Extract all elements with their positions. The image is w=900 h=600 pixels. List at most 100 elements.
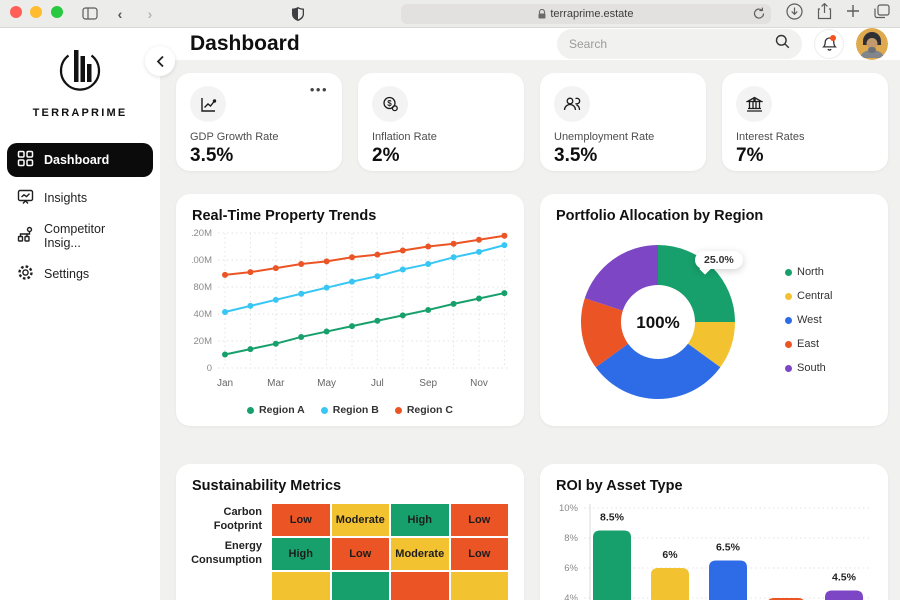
heatmap-cell[interactable] (331, 572, 389, 600)
search-icon[interactable] (775, 34, 790, 54)
sidebar-toggle-icon[interactable] (79, 4, 101, 24)
legend-item[interactable]: South (785, 362, 832, 374)
privacy-shield-icon[interactable] (287, 4, 309, 24)
donut-slice-west[interactable] (595, 343, 721, 399)
data-point[interactable] (272, 340, 279, 347)
browser-back-icon[interactable]: ‹ (117, 5, 123, 22)
legend-label: West (797, 314, 822, 326)
sidebar-item-settings[interactable]: Settings (7, 257, 153, 291)
user-avatar[interactable] (856, 28, 888, 60)
data-point[interactable] (247, 302, 254, 309)
data-point[interactable] (399, 266, 406, 273)
data-point[interactable] (501, 290, 508, 297)
donut-slice-north[interactable] (658, 245, 735, 322)
close-window-button[interactable] (10, 5, 22, 18)
data-point[interactable] (476, 295, 482, 302)
data-point[interactable] (323, 328, 330, 335)
data-point[interactable] (399, 312, 406, 319)
grid-icon (17, 150, 34, 170)
heatmap-cell[interactable]: Moderate (391, 538, 449, 570)
data-point[interactable] (501, 242, 508, 249)
data-point[interactable] (399, 247, 406, 254)
heatmap-cell[interactable]: High (391, 504, 449, 536)
back-button[interactable] (145, 46, 175, 76)
address-bar[interactable]: terraprime.estate (400, 3, 771, 25)
browser-chrome: ‹ › terraprime.estate (0, 0, 900, 28)
legend-dot (785, 316, 792, 324)
data-point[interactable] (298, 290, 305, 297)
donut-slice-east[interactable] (581, 298, 629, 368)
data-point[interactable] (450, 240, 457, 247)
sidebar-item-competitor-insights[interactable]: Competitor Insig... (7, 219, 153, 253)
data-point[interactable] (450, 300, 457, 307)
data-point[interactable] (425, 243, 432, 250)
data-point[interactable] (450, 254, 457, 261)
new-tab-icon[interactable] (846, 4, 860, 23)
heatmap-cell[interactable]: Low (450, 538, 508, 570)
heatmap-cell[interactable] (272, 572, 330, 600)
data-point[interactable] (222, 351, 228, 358)
legend-item[interactable]: East (785, 338, 832, 350)
bar[interactable] (825, 590, 863, 600)
heatmap-cell[interactable]: Moderate (331, 504, 389, 536)
sidebar-item-dashboard[interactable]: Dashboard (7, 143, 153, 177)
data-point[interactable] (374, 251, 381, 258)
tab-overview-icon[interactable] (874, 3, 890, 24)
data-point[interactable] (298, 333, 305, 340)
data-point[interactable] (349, 254, 355, 261)
data-point[interactable] (425, 306, 432, 313)
donut-slice-south[interactable] (584, 245, 658, 311)
data-point[interactable] (298, 261, 305, 268)
heatmap-cell[interactable]: Low (272, 504, 330, 536)
browser-forward-icon[interactable]: › (147, 5, 153, 22)
share-icon[interactable] (817, 2, 832, 25)
stat-value: 2% (372, 145, 400, 166)
legend-label: Region B (332, 404, 379, 416)
legend-item[interactable]: Region B (320, 404, 379, 416)
heatmap-cell[interactable]: Low (331, 538, 389, 570)
donut-slice-central[interactable] (687, 322, 735, 368)
card-menu-button[interactable]: ••• (309, 82, 328, 97)
data-point[interactable] (349, 278, 355, 285)
legend-item[interactable]: Central (785, 290, 832, 302)
downloads-icon[interactable] (786, 2, 803, 25)
lock-icon (538, 8, 546, 18)
heatmap-cell[interactable]: High (272, 538, 330, 570)
legend-item[interactable]: Region C (394, 404, 453, 416)
data-point[interactable] (272, 296, 279, 303)
data-point[interactable] (222, 271, 228, 278)
data-point[interactable] (425, 261, 432, 268)
heatmap-cell[interactable] (450, 572, 508, 600)
data-point[interactable] (476, 236, 482, 243)
legend-item[interactable]: Region A (247, 404, 305, 416)
data-point[interactable] (272, 265, 279, 272)
notifications-button[interactable] (814, 29, 844, 59)
search-bar[interactable] (557, 29, 802, 59)
data-point[interactable] (323, 258, 330, 265)
sidebar-item-insights[interactable]: Insights (7, 181, 153, 215)
bar[interactable] (709, 560, 747, 600)
data-point[interactable] (476, 248, 482, 255)
bar[interactable] (651, 568, 689, 600)
legend-dot (785, 268, 792, 276)
data-point[interactable] (323, 284, 330, 291)
bar[interactable] (593, 530, 631, 600)
zoom-window-button[interactable] (50, 5, 63, 18)
x-axis-label: Jul (371, 378, 384, 389)
data-point[interactable] (222, 308, 228, 315)
data-point[interactable] (247, 269, 254, 276)
data-point[interactable] (349, 323, 355, 330)
data-point[interactable] (247, 346, 254, 353)
heatmap-cell[interactable] (391, 572, 449, 600)
data-point[interactable] (374, 317, 381, 324)
heatmap-cell[interactable]: Low (450, 504, 508, 536)
search-input[interactable] (569, 37, 775, 51)
legend-item[interactable]: North (785, 266, 832, 278)
legend-item[interactable]: West (785, 314, 832, 326)
line-chart-legend: Region A Region B Region C (192, 404, 508, 416)
stat-card-unemployment: Unemployment Rate 3.5% (540, 73, 706, 171)
data-point[interactable] (374, 273, 381, 280)
minimize-window-button[interactable] (30, 5, 43, 18)
reload-icon[interactable] (753, 7, 765, 25)
data-point[interactable] (501, 232, 508, 239)
